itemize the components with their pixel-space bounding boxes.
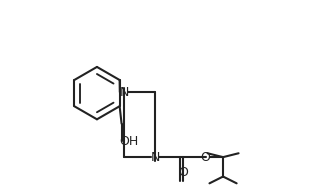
Text: OH: OH [120,135,139,148]
Text: N: N [150,151,160,164]
Text: O: O [201,151,211,164]
Text: O: O [178,166,188,179]
Text: N: N [119,86,129,99]
